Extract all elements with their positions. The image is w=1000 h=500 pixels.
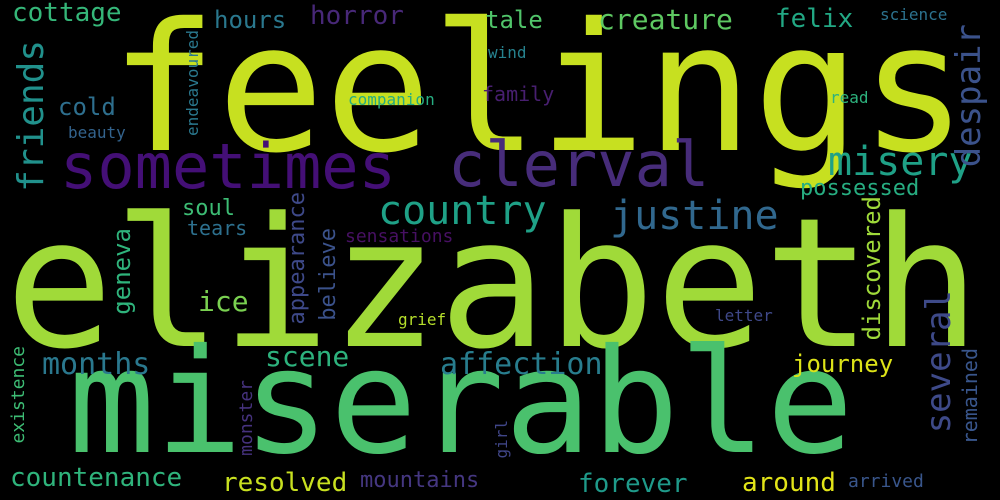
word-clerval: clerval xyxy=(448,128,710,201)
word-mountains: mountains xyxy=(360,468,480,493)
word-sometimes: sometimes xyxy=(60,130,396,203)
word-friends: friends xyxy=(11,40,52,192)
word-feelings: feelings xyxy=(110,0,968,192)
word-country: country xyxy=(378,188,547,234)
word-letter: letter xyxy=(715,306,773,325)
word-felix: felix xyxy=(775,4,854,34)
word-journey: journey xyxy=(792,350,894,378)
word-endeavoured: endeavoured xyxy=(183,30,202,136)
word-possessed: possessed xyxy=(800,176,920,201)
word-tale: tale xyxy=(485,6,543,34)
word-affection: affection xyxy=(440,347,603,382)
word-family: family xyxy=(482,82,555,106)
word-wind: wind xyxy=(488,43,527,62)
word-arrived: arrived xyxy=(848,471,924,492)
word-existence: existence xyxy=(8,346,29,444)
word-scene: scene xyxy=(265,340,350,373)
word-geneva: geneva xyxy=(108,228,136,315)
word-discovered: discovered xyxy=(858,196,886,341)
word-cottage: cottage xyxy=(12,0,122,28)
word-justine: justine xyxy=(610,193,779,239)
word-believe: believe xyxy=(316,228,341,321)
word-resolved: resolved xyxy=(222,468,348,498)
word-around: around xyxy=(742,468,836,498)
word-forever: forever xyxy=(578,469,688,499)
word-horror: horror xyxy=(310,1,404,31)
word-tears: tears xyxy=(187,216,248,240)
word-hours: hours xyxy=(214,6,287,34)
word-months: months xyxy=(42,347,151,382)
word-monster: monster xyxy=(236,380,257,456)
word-remained: remained xyxy=(958,348,982,445)
word-cold: cold xyxy=(58,93,116,121)
word-several: several xyxy=(919,290,959,434)
word-appearance: appearance xyxy=(285,192,310,325)
word-read: read xyxy=(830,88,869,107)
word-science: science xyxy=(880,5,948,24)
word-soul: soul xyxy=(182,196,235,221)
word-companion: companion xyxy=(348,90,435,109)
word-beauty: beauty xyxy=(68,123,126,142)
word-girl: girl xyxy=(492,420,511,459)
word-countenance: countenance xyxy=(10,463,183,493)
word-despair: despair xyxy=(949,24,989,168)
word-creature: creature xyxy=(598,3,733,36)
word-grief: grief xyxy=(398,310,447,329)
word-misery: misery xyxy=(828,139,973,185)
word-ice: ice xyxy=(198,285,249,318)
word-miserable: miserable xyxy=(68,318,854,487)
word-sensations: sensations xyxy=(345,226,454,247)
word-elizabeth: elizabeth xyxy=(5,180,981,389)
